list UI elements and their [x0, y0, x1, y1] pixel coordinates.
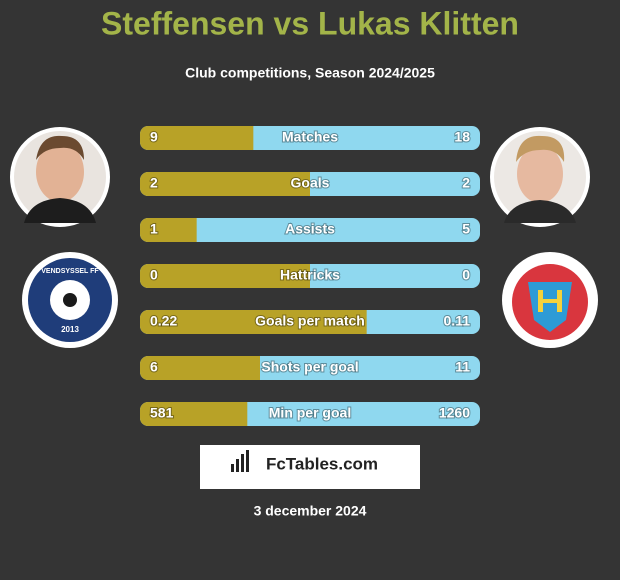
right-player	[490, 127, 590, 227]
right-value: 1260	[439, 405, 470, 421]
title: Steffensen vs Lukas Klitten	[101, 5, 519, 41]
left-value: 9	[150, 129, 158, 145]
date: 3 december 2024	[254, 503, 367, 519]
left-bar	[140, 264, 310, 288]
right-value: 11	[455, 359, 470, 375]
left-value: 1	[150, 221, 158, 237]
right-value: 5	[462, 221, 470, 237]
brand: FcTables.com	[266, 454, 378, 473]
stat-rows: 9 18 Matches 2 2 Goals 1 5 Assists 0 0 Hattricks 0.2…	[140, 126, 480, 426]
stat-label: Hattricks	[280, 267, 340, 283]
stat-label: Shots per goal	[261, 359, 358, 375]
left-player	[10, 127, 110, 227]
left-value: 6	[150, 359, 158, 375]
stat-label: Goals per match	[255, 313, 365, 329]
right-value: 0	[462, 267, 470, 283]
left-badge: VENDSYSSEL FF 2013	[22, 252, 118, 348]
right-value: 2	[462, 175, 470, 191]
left-bar	[140, 310, 367, 334]
left-value: 581	[150, 405, 174, 421]
left-bar	[140, 126, 254, 150]
brand-icon	[231, 450, 249, 472]
left-bar	[140, 356, 260, 380]
stat-label: Assists	[285, 221, 335, 237]
right-bar	[140, 218, 480, 242]
subtitle: Club competitions, Season 2024/2025	[185, 65, 435, 81]
stat-label: Goals	[291, 175, 330, 191]
stat-label: Min per goal	[269, 405, 351, 421]
right-badge	[502, 252, 598, 348]
left-bar	[140, 172, 310, 196]
left-value: 2	[150, 175, 158, 191]
left-value: 0	[150, 267, 158, 283]
right-value: 18	[454, 129, 470, 145]
left-bar	[140, 402, 248, 426]
left-bar	[140, 218, 197, 242]
badge-year: 2013	[61, 325, 79, 334]
badge-name: VENDSYSSEL FF	[41, 268, 99, 275]
right-value: 0.11	[444, 313, 471, 329]
left-value: 0.22	[150, 313, 177, 329]
stat-label: Matches	[282, 129, 338, 145]
